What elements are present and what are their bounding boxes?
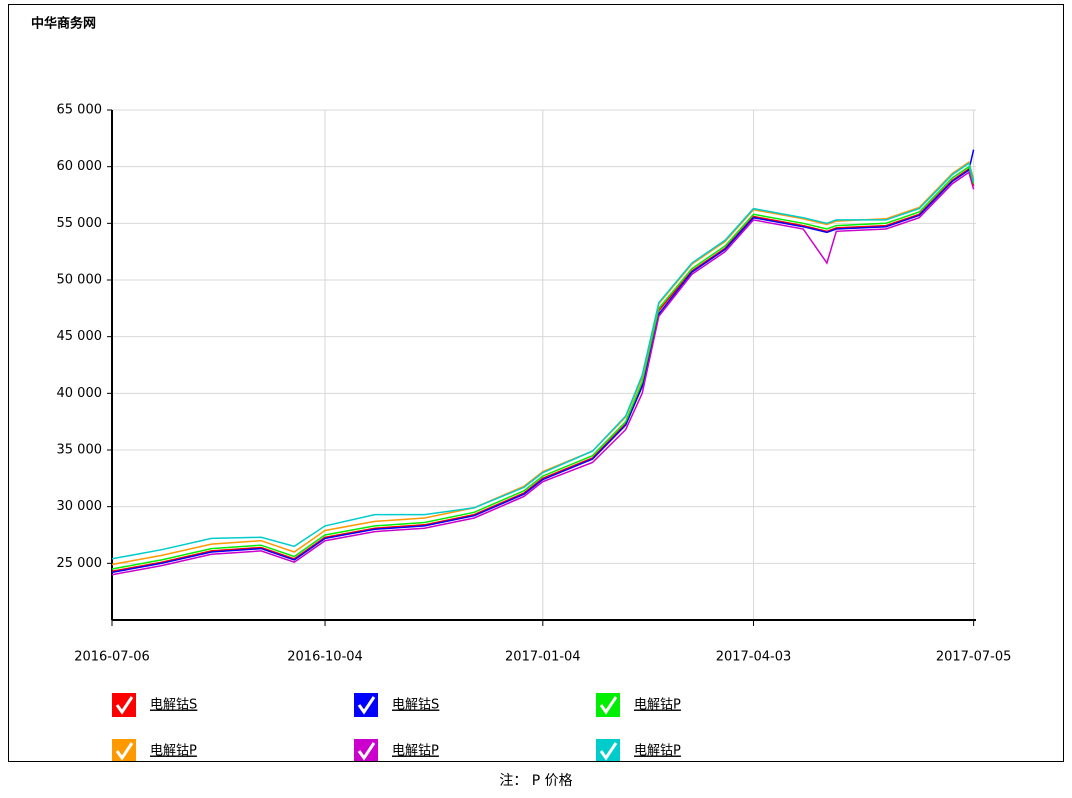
legend-check	[599, 696, 618, 715]
legend-label: 电解钴P	[634, 744, 681, 759]
chart-frame: 中华商务网 25 000 30 000 35 000 40 000 45 000 50 0…	[8, 4, 1064, 762]
y-tick-label: 65 000	[57, 103, 103, 118]
legend-item[interactable]: 电解钴P	[596, 739, 681, 761]
x-tick-label: 2017-07-05	[936, 650, 1012, 665]
x-tick-label: 2017-01-04	[505, 650, 581, 665]
chart-title: 中华商务网	[31, 16, 96, 32]
legend-item[interactable]: 电解钴S	[354, 693, 439, 717]
y-tick-label: 35 000	[57, 443, 103, 458]
y-tick-label: 55 000	[57, 216, 103, 231]
series-line	[111, 162, 975, 560]
x-tick-label: 2017-04-03	[716, 650, 792, 665]
legend-checkbox	[596, 693, 620, 717]
chart: 中华商务网 25 000 30 000 35 000 40 000 45 000 50 0…	[31, 16, 1012, 761]
series-line	[111, 165, 975, 570]
legend-item[interactable]: 电解钴P	[596, 693, 681, 717]
y-tick-label: 40 000	[57, 386, 103, 401]
series-line	[111, 171, 975, 576]
legend-label: 电解钴P	[634, 698, 681, 713]
y-tick-label: 50 000	[57, 273, 103, 288]
legend-check	[357, 696, 376, 715]
legend-check	[599, 742, 618, 761]
footnote: 注： P 价格	[499, 773, 573, 789]
legend-check	[357, 742, 376, 761]
y-tick-label: 60 000	[57, 159, 103, 174]
y-tick-label: 45 000	[57, 329, 103, 344]
legend-item[interactable]: 电解钴S	[112, 693, 197, 717]
legend-item[interactable]: 电解钴P	[354, 739, 439, 761]
legend-check	[115, 742, 134, 761]
legend-check	[115, 696, 134, 715]
legend-label: 电解钴S	[150, 698, 197, 713]
series-line	[111, 149, 975, 574]
x-tick-label: 2016-10-04	[287, 650, 363, 665]
legend-checkbox	[354, 693, 378, 717]
legend-item[interactable]: 电解钴P	[112, 739, 197, 761]
x-tick-label: 2016-07-06	[74, 650, 150, 665]
legend-label: 电解钴P	[392, 744, 439, 759]
legend-checkbox	[112, 693, 136, 717]
y-tick-label: 25 000	[57, 556, 103, 571]
y-tick-label: 30 000	[57, 499, 103, 514]
legend-label: 电解钴S	[392, 698, 439, 713]
legend-label: 电解钴P	[150, 744, 197, 759]
